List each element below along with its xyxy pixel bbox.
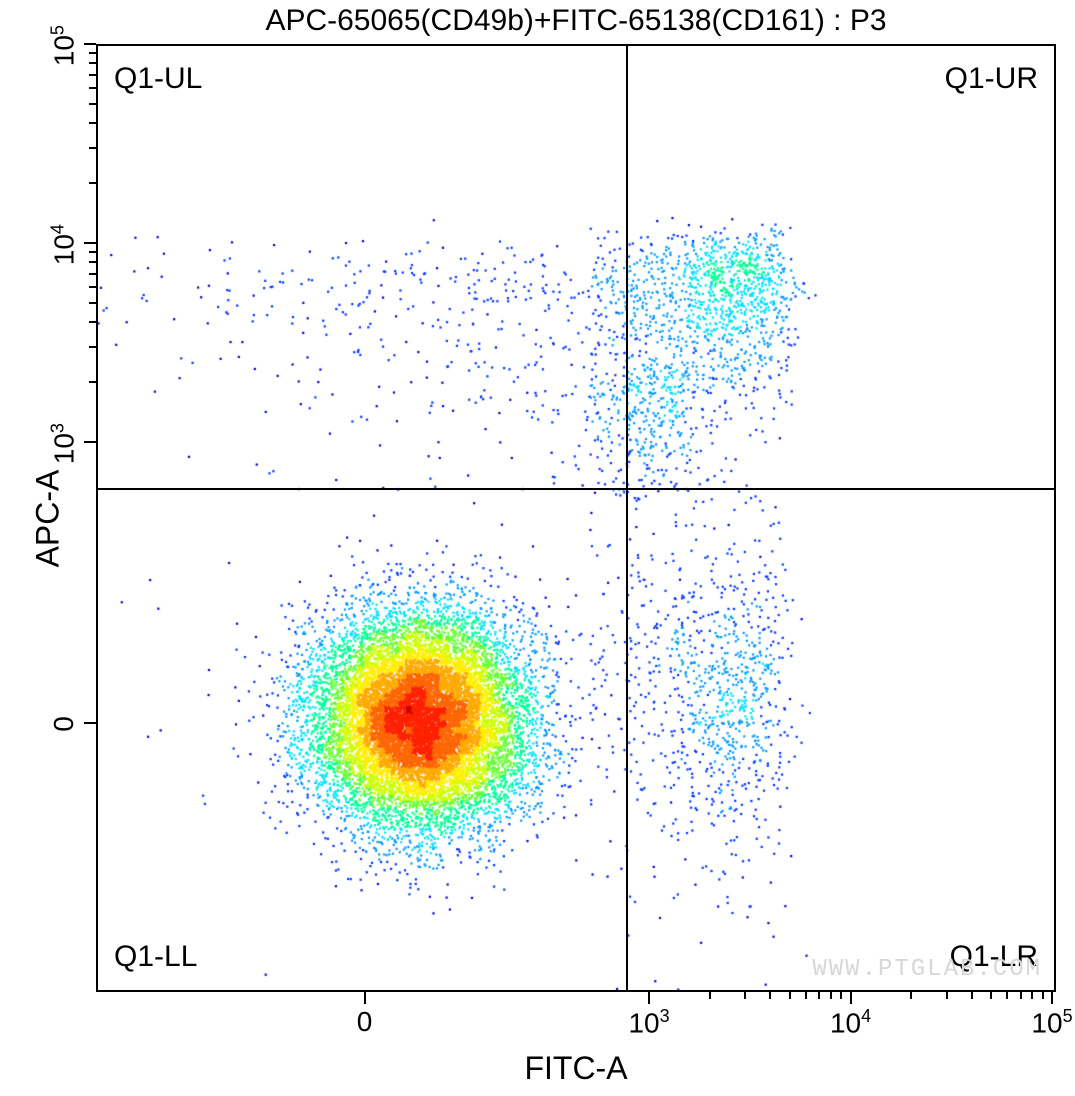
- x-minor-tick: [990, 992, 992, 999]
- x-minor-tick: [1042, 992, 1044, 999]
- quadrant-label-ul: Q1-UL: [114, 62, 202, 96]
- x-tick-mark: [1051, 992, 1053, 1004]
- y-tick-label: 105: [47, 16, 80, 76]
- x-tick-mark: [364, 992, 366, 1004]
- y-minor-tick: [89, 147, 96, 149]
- chart-title: APC-65065(CD49b)+FITC-65138(CD161) : P3: [96, 4, 1056, 38]
- x-minor-tick: [1006, 992, 1008, 999]
- x-minor-tick: [769, 992, 771, 999]
- x-minor-tick: [971, 992, 973, 999]
- flow-cytometry-chart: APC-65065(CD49b)+FITC-65138(CD161) : P3 …: [0, 0, 1075, 1096]
- y-tick-mark: [84, 43, 96, 45]
- y-minor-tick: [89, 321, 96, 323]
- x-minor-tick: [840, 992, 842, 999]
- x-tick-label: 104: [821, 1006, 881, 1039]
- x-tick-label: 103: [619, 1006, 679, 1039]
- x-tick-mark: [850, 992, 852, 1004]
- y-tick-label: 0: [48, 694, 80, 754]
- x-tick-mark: [648, 992, 650, 1004]
- y-minor-tick: [89, 62, 96, 64]
- watermark-text: WWW.PTGLAB.COM: [812, 956, 1042, 983]
- y-minor-tick: [89, 346, 96, 348]
- x-tick-label: 105: [1022, 1006, 1075, 1039]
- x-minor-tick: [830, 992, 832, 999]
- x-minor-tick: [789, 992, 791, 999]
- y-minor-tick: [89, 286, 96, 288]
- x-tick-label: 0: [335, 1006, 395, 1038]
- y-axis-label: APC-A: [30, 459, 67, 579]
- y-minor-tick: [89, 52, 96, 54]
- x-minor-tick: [946, 992, 948, 999]
- x-minor-tick: [805, 992, 807, 999]
- y-minor-tick: [89, 381, 96, 383]
- quadrant-label-ur: Q1-UR: [945, 62, 1038, 96]
- y-minor-tick: [89, 87, 96, 89]
- y-minor-tick: [89, 261, 96, 263]
- y-minor-tick: [89, 103, 96, 105]
- x-minor-tick: [1020, 992, 1022, 999]
- x-minor-tick: [910, 992, 912, 999]
- x-minor-tick: [744, 992, 746, 999]
- y-minor-tick: [89, 182, 96, 184]
- y-tick-mark: [84, 242, 96, 244]
- y-minor-tick: [89, 251, 96, 253]
- x-minor-tick: [818, 992, 820, 999]
- y-tick-mark: [84, 722, 96, 724]
- quadrant-vline: [626, 46, 628, 990]
- plot-area: Q1-UL Q1-UR Q1-LL Q1-LR WWW.PTGLAB.COM: [96, 44, 1056, 992]
- quadrant-hline: [98, 488, 1054, 490]
- y-tick-label: 104: [47, 215, 80, 275]
- x-minor-tick: [1031, 992, 1033, 999]
- y-tick-mark: [84, 441, 96, 443]
- y-minor-tick: [89, 302, 96, 304]
- scatter-density-canvas: [98, 46, 1054, 990]
- y-minor-tick: [89, 122, 96, 124]
- x-minor-tick: [709, 992, 711, 999]
- x-axis-label: FITC-A: [96, 1050, 1056, 1087]
- y-minor-tick: [89, 74, 96, 76]
- y-minor-tick: [89, 273, 96, 275]
- quadrant-label-ll: Q1-LL: [114, 940, 197, 974]
